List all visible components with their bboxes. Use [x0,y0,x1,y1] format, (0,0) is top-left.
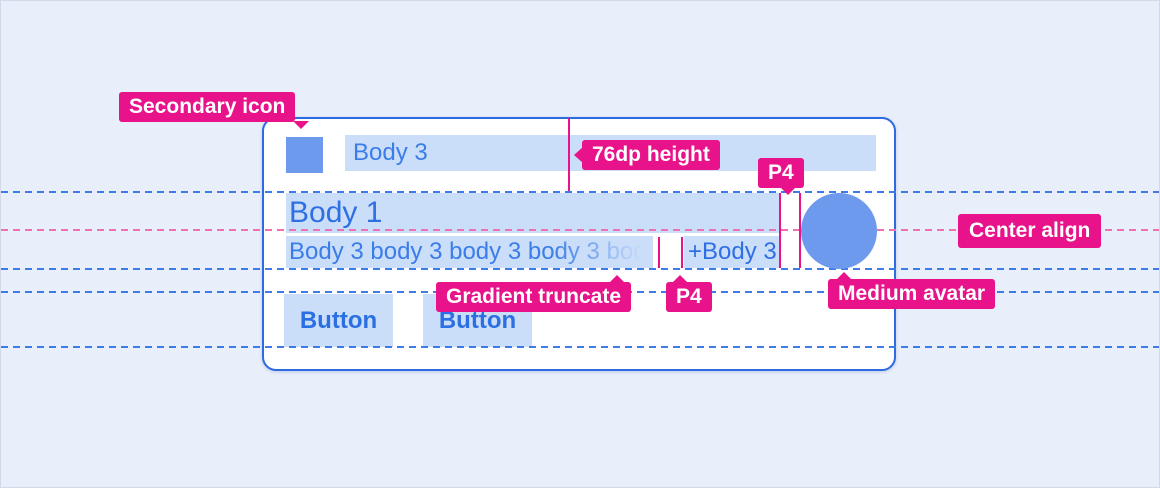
annotation-p4-top: P4 [758,158,804,195]
annotation-medium-avatar-label: Medium avatar [838,282,986,305]
annotation-center-align: Center align [958,214,1102,248]
secondary-icon [286,137,323,173]
center-align-guide [1,229,1159,231]
title-label: Body 1 [289,196,383,229]
annotation-secondary-icon-label: Secondary icon [129,95,286,118]
annotation-p4-top-label: P4 [768,161,794,184]
truncated-label: Body 3 body 3 body 3 body 3 body [289,238,653,265]
redline-suffix-start [681,237,683,268]
pointer-up-icon [672,275,688,283]
annotation-secondary-icon: Secondary icon [119,92,309,129]
suffix-label: +Body 3 [688,238,777,265]
baseline-guide-text-bottom [1,268,1159,270]
pointer-up-icon [609,275,626,283]
suffix-text-row: +Body 3 [684,236,779,268]
redline-avatar-start [799,193,801,268]
redline-header-height [568,118,570,191]
annotation-gradient-truncate-label: Gradient truncate [446,285,622,308]
annotation-medium-avatar: Medium avatar [828,272,996,309]
redline-text-block-end [779,193,781,268]
medium-avatar [801,193,877,269]
annotation-gradient-truncate: Gradient truncate [436,275,632,312]
pointer-left-icon [574,147,583,163]
pointer-up-icon [836,272,852,280]
annotation-row-height: 76dp height [574,140,720,170]
annotation-center-align-label: Center align [969,219,1091,242]
button-1-label: Button [299,306,378,334]
annotation-row-height-label: 76dp height [592,143,710,166]
pointer-down-icon [780,187,796,195]
baseline-guide-buttons-bottom [1,346,1159,348]
truncated-text-row: Body 3 body 3 body 3 body 3 body [286,236,653,268]
annotation-p4-bottom: P4 [666,275,712,312]
redline-truncate-end [658,237,660,268]
pointer-down-icon [293,121,309,129]
title-text-row: Body 1 [286,193,779,233]
button-placeholder-1[interactable]: Button [284,294,393,347]
baseline-guide-top [1,191,1159,193]
header-label: Body 3 [353,139,428,166]
annotation-p4-bottom-label: P4 [676,285,702,308]
